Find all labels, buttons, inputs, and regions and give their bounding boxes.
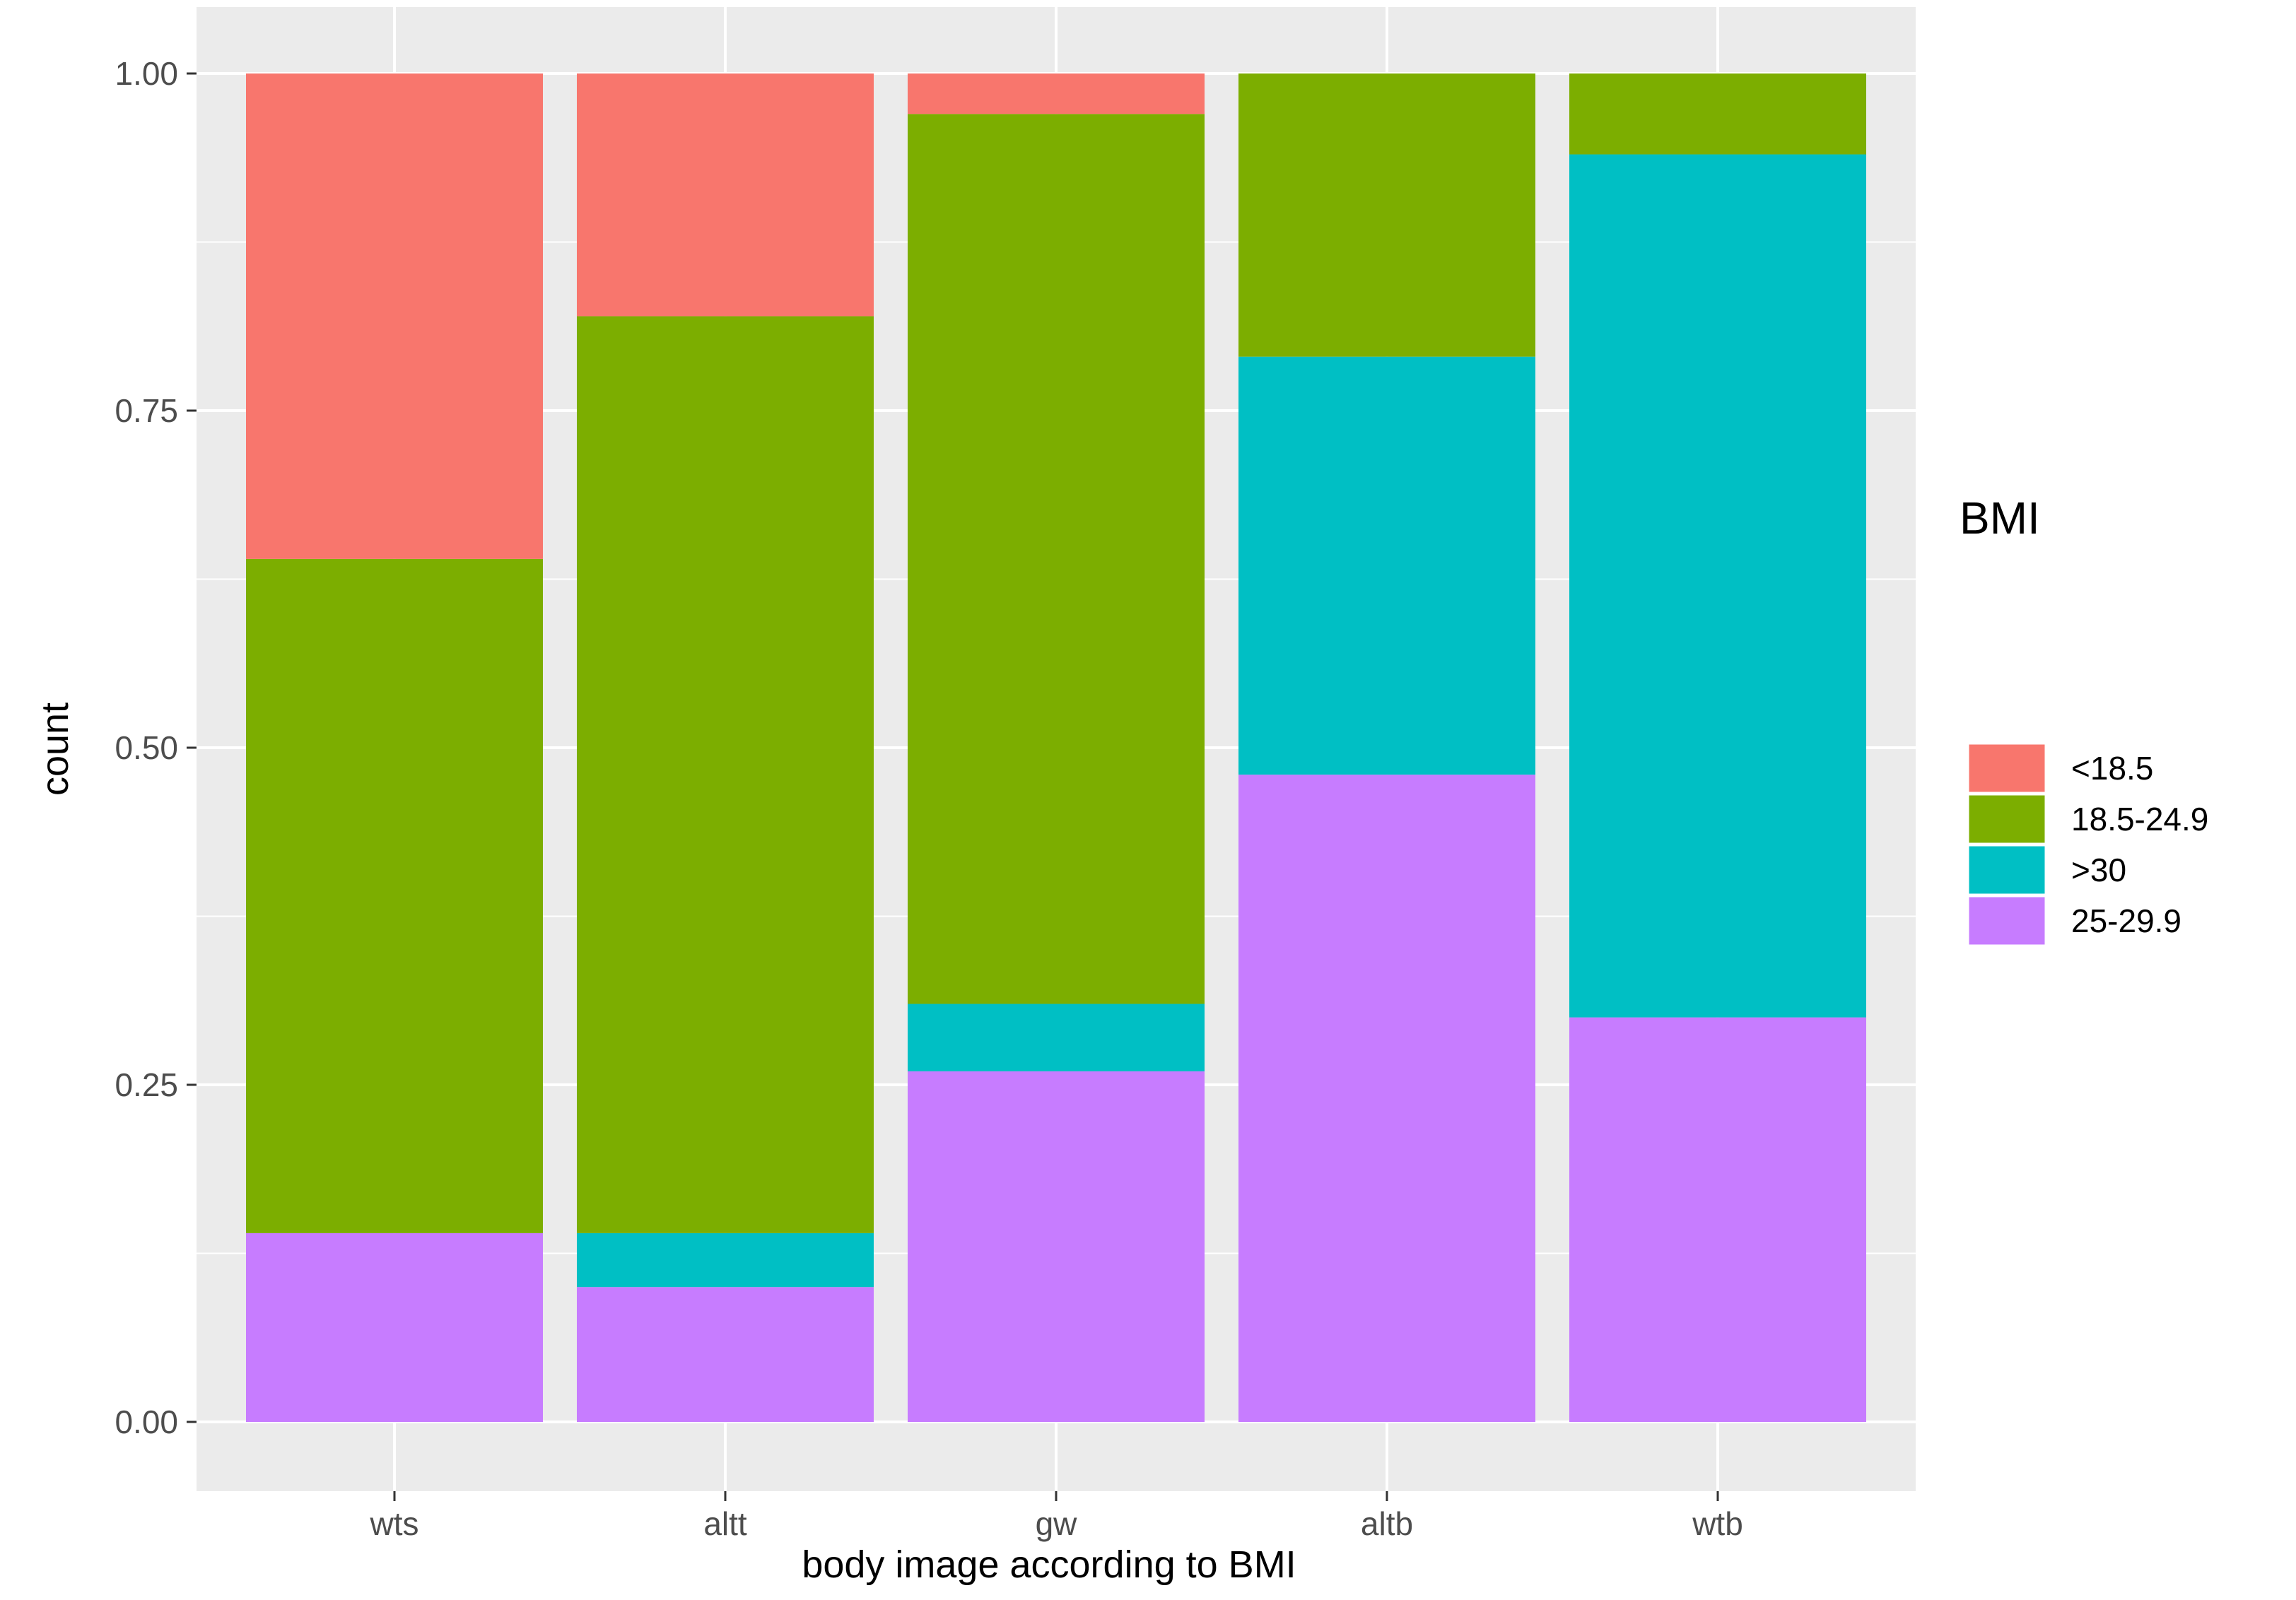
legend-label: 18.5-24.9 <box>2071 801 2208 837</box>
legend: BMI <18.5 18.5-24.9 >30 25-29.9 <box>1960 493 2208 947</box>
x-tick-label: wtb <box>1692 1505 1743 1542</box>
y-tick-label: 1.00 <box>115 55 178 92</box>
legend-label: 25-29.9 <box>2071 902 2181 939</box>
y-axis: 0.00 0.25 0.50 0.75 1.00 <box>115 55 197 1440</box>
y-tick-label: 0.25 <box>115 1066 178 1103</box>
bar-segment <box>1238 356 1535 775</box>
y-tick-label: 0.75 <box>115 392 178 429</box>
bar-stack-altb <box>1238 73 1535 1422</box>
bar-segment <box>908 73 1205 114</box>
x-tick-label: altb <box>1361 1505 1413 1542</box>
bar-segment <box>246 558 543 1233</box>
bar-stack-altt <box>577 73 874 1422</box>
bar-segment <box>577 73 874 317</box>
legend-key <box>1967 844 2047 896</box>
bar-segment <box>246 1233 543 1422</box>
bar-segment <box>908 114 1205 1004</box>
legend-key <box>1967 895 2047 947</box>
x-axis: wts altt gw altb wtb <box>370 1491 1743 1542</box>
bar-segment <box>1569 154 1866 1018</box>
bar-segment <box>577 1233 874 1288</box>
y-tick-label: 0.50 <box>115 729 178 766</box>
bar-segment <box>1238 775 1535 1422</box>
legend-title: BMI <box>1960 493 2040 543</box>
x-tick-label: altt <box>703 1505 747 1542</box>
bar-stack-wtb <box>1569 73 1866 1422</box>
legend-key <box>1967 793 2047 845</box>
y-tick-label: 0.00 <box>115 1404 178 1440</box>
bar-stack-gw <box>908 73 1205 1422</box>
bar-segment <box>246 73 543 559</box>
bar-segment <box>1569 1017 1866 1422</box>
legend-key <box>1967 742 2047 794</box>
bar-segment <box>1238 73 1535 357</box>
legend-label: <18.5 <box>2071 750 2153 787</box>
x-tick-label: gw <box>1036 1505 1078 1542</box>
x-tick-label: wts <box>370 1505 419 1542</box>
bar-segment <box>577 316 874 1233</box>
bar-segment <box>1569 73 1866 155</box>
bar-segment <box>577 1287 874 1422</box>
legend-label: >30 <box>2071 852 2126 888</box>
bar-stack-wts <box>246 73 543 1422</box>
y-axis-title: count <box>34 702 76 796</box>
x-axis-title: body image according to BMI <box>802 1543 1296 1586</box>
bar-stack-group <box>246 73 1866 1422</box>
bar-segment <box>908 1071 1205 1422</box>
bar-segment <box>908 1004 1205 1071</box>
